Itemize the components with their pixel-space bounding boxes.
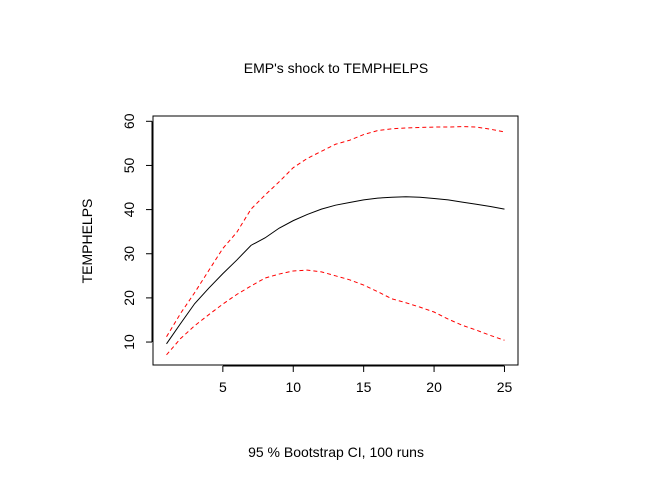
y-tick-label: 60 — [121, 113, 137, 129]
x-tick-label: 5 — [219, 379, 227, 395]
x-tick-label: 20 — [426, 379, 442, 395]
x-tick-label: 15 — [356, 379, 372, 395]
series-layer — [166, 126, 505, 356]
y-axis-label: TEMPHELPS — [79, 199, 95, 284]
x-tick-label: 10 — [285, 379, 301, 395]
x-tick-label: 25 — [497, 379, 513, 395]
estimate-line — [166, 196, 505, 345]
lower-line — [166, 269, 505, 356]
y-tick-label: 30 — [121, 246, 137, 262]
y-axis: 10 20 30 40 50 60 — [121, 113, 153, 350]
y-tick-label: 10 — [121, 334, 137, 350]
y-tick-label: 40 — [121, 202, 137, 218]
upper-line — [166, 126, 505, 337]
chart-title: EMP's shock to TEMPHELPS — [244, 60, 428, 76]
x-axis: 5 10 15 20 25 — [219, 365, 513, 395]
x-axis-label: 95 % Bootstrap CI, 100 runs — [248, 444, 424, 460]
y-tick-label: 20 — [121, 290, 137, 306]
plot-area-frame — [152, 115, 519, 366]
y-tick-label: 50 — [121, 157, 137, 173]
